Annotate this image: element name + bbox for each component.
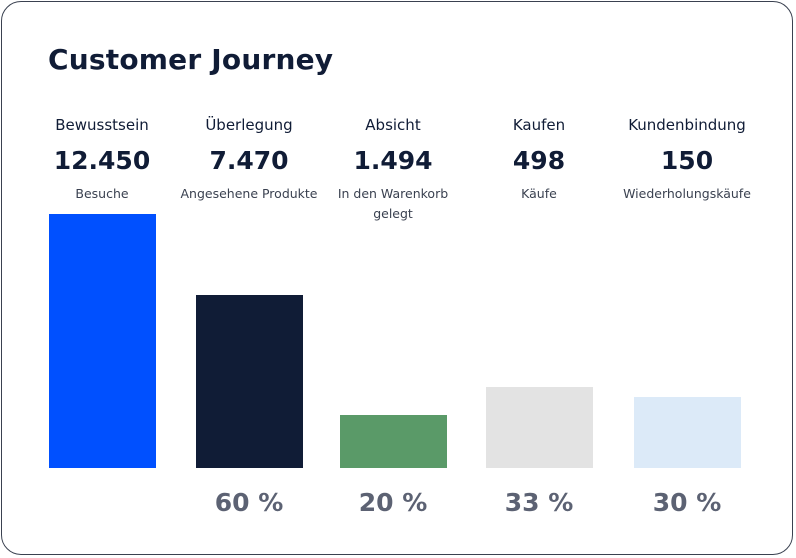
stage-unit: In den Warenkorb gelegt [337, 186, 449, 221]
funnel-column: Überlegung 7.470 Angesehene Produkte 60 % [174, 2, 324, 556]
funnel-column: Kundenbindung 150 Wiederholungskäufe 30 % [612, 2, 762, 556]
stage-label: Überlegung [205, 116, 293, 134]
conversion-rate: 33 % [504, 488, 574, 517]
stage-value: 1.494 [353, 146, 433, 175]
conversion-rate: 30 % [652, 488, 722, 517]
funnel-bar [195, 295, 303, 468]
stage-value: 7.470 [209, 146, 289, 175]
funnel-bar [485, 387, 593, 468]
stage-value: 150 [660, 146, 714, 175]
conversion-rate: 60 % [214, 488, 284, 517]
funnel-bar [633, 397, 741, 468]
stage-label: Kaufen [512, 116, 566, 134]
funnel-bar [339, 415, 447, 468]
funnel-bar [48, 214, 156, 468]
stage-unit: Wiederholungskäufe [623, 186, 751, 201]
funnel-column: Absicht 1.494 In den Warenkorb gelegt 20 % [318, 2, 468, 556]
stage-value: 12.450 [53, 146, 151, 175]
funnel-column: Kaufen 498 Käufe 33 % [464, 2, 614, 556]
stage-unit: Angesehene Produkte [180, 186, 318, 201]
chart-title: Customer Journey [48, 43, 334, 76]
stage-label: Bewusstsein [55, 116, 149, 134]
conversion-rate: 20 % [358, 488, 428, 517]
stage-value: 498 [512, 146, 566, 175]
stage-unit: Besuche [75, 186, 129, 201]
stage-unit: Käufe [521, 186, 557, 201]
stage-label: Kundenbindung [628, 116, 746, 134]
stage-label: Absicht [365, 116, 421, 134]
funnel-column: Bewusstsein 12.450 Besuche [27, 2, 177, 556]
